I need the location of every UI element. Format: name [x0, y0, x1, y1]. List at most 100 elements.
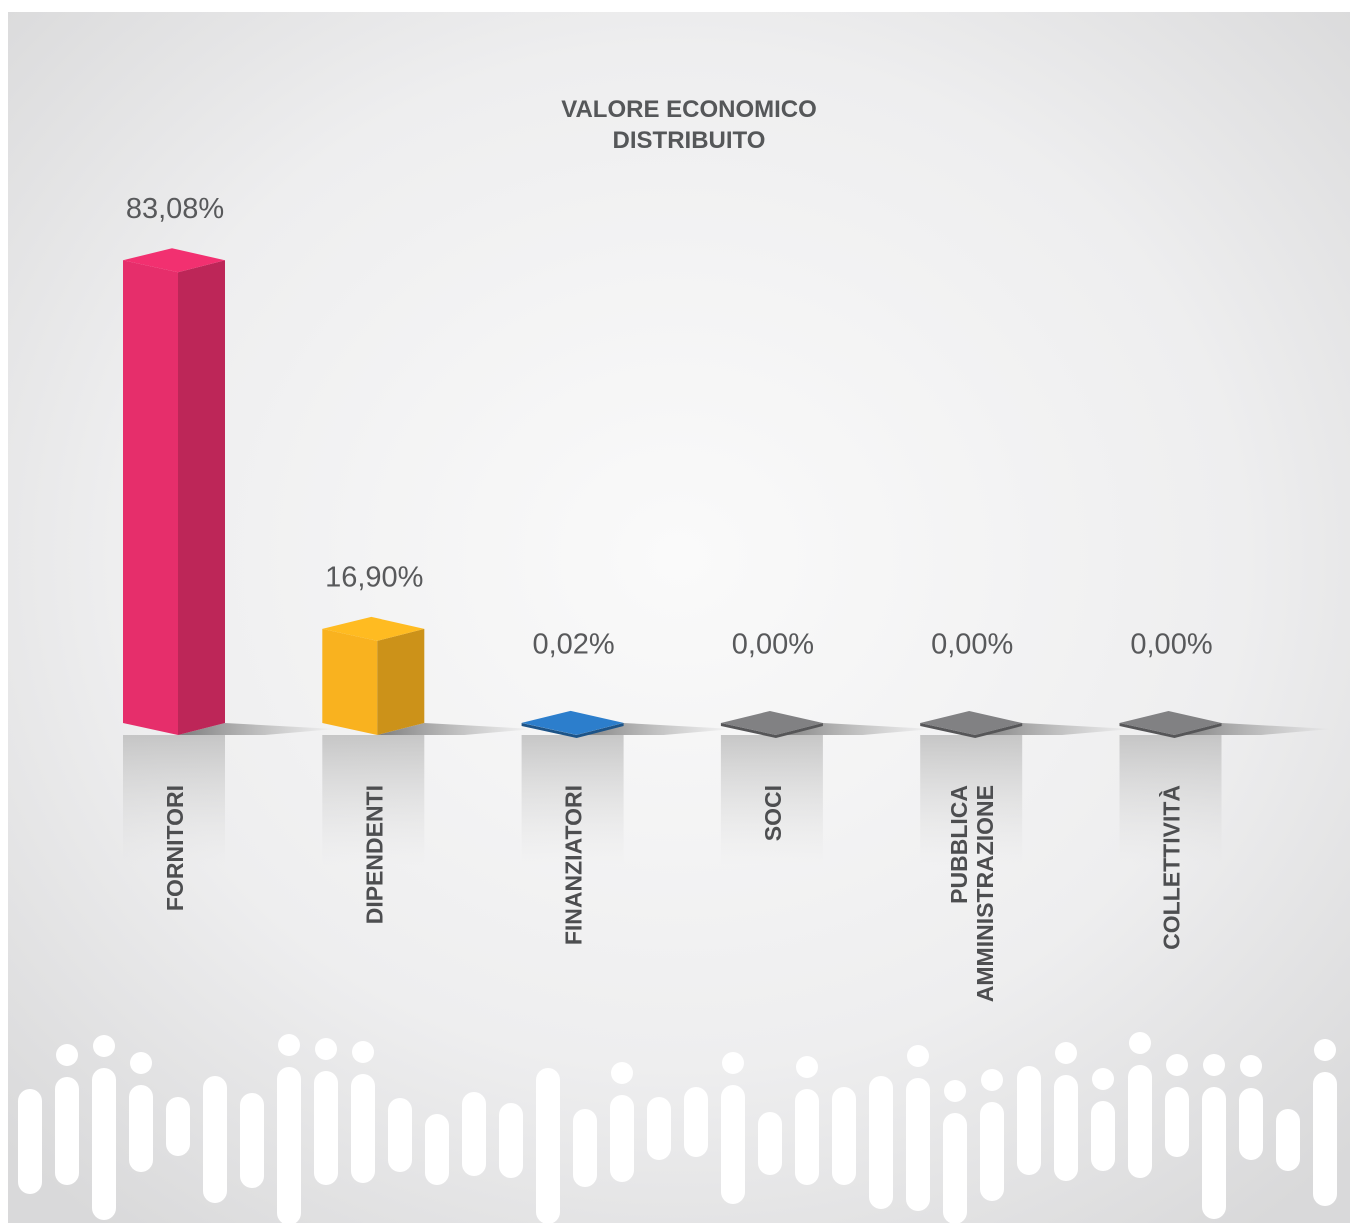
pattern-pill: [425, 1114, 449, 1185]
pattern-dot: [93, 1035, 115, 1057]
bar-group: [920, 711, 1133, 865]
pattern-pill: [1165, 1087, 1189, 1157]
bar-edge: [920, 723, 1023, 738]
bar: [322, 616, 425, 735]
bar-top: [322, 616, 425, 641]
value-label: 16,90%: [325, 562, 423, 594]
pattern-pill: [795, 1089, 819, 1185]
pattern-pill: [906, 1078, 930, 1211]
bar-reflection: [521, 735, 624, 865]
pattern-dot: [56, 1044, 78, 1066]
bar-top: [123, 248, 225, 273]
value-label: 0,00%: [1130, 629, 1212, 661]
decoration: [18, 1032, 1337, 1223]
pattern-dot: [1092, 1068, 1114, 1090]
pattern-dot: [796, 1056, 818, 1078]
value-label: 0,02%: [532, 629, 614, 661]
bar: [720, 711, 823, 738]
pattern-pill: [240, 1093, 264, 1188]
pattern-pill: [18, 1089, 42, 1194]
bar-shadow: [377, 723, 535, 735]
background: [8, 12, 1350, 1223]
bar-reflection: [1119, 735, 1222, 865]
x-tick-label: PUBBLICAAMMINISTRAZIONE: [946, 785, 998, 1002]
pattern-pill: [1239, 1088, 1263, 1160]
pattern-dot: [722, 1052, 744, 1074]
pattern-dot: [1203, 1054, 1225, 1076]
pattern-pill: [351, 1074, 375, 1183]
bar-shadow: [178, 723, 335, 735]
pattern-pill: [647, 1097, 671, 1160]
pattern-pill: [1313, 1072, 1337, 1206]
bar: [1119, 711, 1222, 738]
chart-title: VALORE ECONOMICO DISTRIBUITO: [561, 96, 817, 154]
pattern-dot: [981, 1069, 1003, 1091]
pattern-dot: [944, 1080, 966, 1102]
pattern-pill: [277, 1067, 301, 1223]
pattern-dot: [1166, 1054, 1188, 1076]
pattern-pill: [573, 1109, 597, 1187]
pattern-pill: [832, 1087, 856, 1185]
pattern-pill: [610, 1095, 634, 1182]
pattern-pill: [536, 1068, 560, 1223]
bar-group: [521, 710, 734, 865]
bar: [123, 248, 225, 735]
pattern-dot: [907, 1045, 929, 1067]
pattern-pill: [499, 1103, 523, 1178]
bar-side: [178, 260, 225, 735]
pattern-pill: [1128, 1065, 1152, 1178]
pattern-pill: [314, 1071, 338, 1185]
pattern-dot: [1240, 1055, 1262, 1077]
pattern-dot: [130, 1052, 152, 1074]
bar: [920, 711, 1023, 738]
x-tick-label: SOCI: [760, 785, 786, 841]
pattern-pill: [203, 1076, 227, 1203]
bar-group: [322, 616, 535, 865]
pattern-pill: [129, 1085, 153, 1172]
bar-reflection: [322, 735, 425, 865]
bar-side: [377, 628, 425, 735]
value-label: 0,00%: [931, 629, 1013, 661]
bar-group: [720, 711, 933, 865]
x-tick-label: COLLETTIVITÀ: [1158, 785, 1185, 950]
value-label: 0,00%: [732, 629, 814, 661]
pattern-pill: [92, 1068, 116, 1220]
pattern-pill: [684, 1087, 708, 1157]
bar-edge: [1119, 723, 1222, 738]
bar-top: [521, 710, 624, 735]
pattern-dot: [1055, 1042, 1077, 1064]
pattern-dot: [352, 1041, 374, 1063]
bar-front: [123, 260, 178, 735]
bar-edge: [521, 723, 624, 738]
pattern-dot: [611, 1062, 633, 1084]
pattern-dot: [1314, 1039, 1336, 1061]
bar-top: [1119, 711, 1222, 735]
pattern-pill: [166, 1097, 190, 1156]
x-tick-label: DIPENDENTI: [361, 785, 387, 924]
value-label: 83,08%: [126, 193, 224, 225]
bar-front: [322, 628, 378, 735]
bar-group: [123, 248, 335, 865]
pattern-pill: [869, 1076, 893, 1209]
x-tick-label: FORNITORI: [162, 785, 188, 911]
pattern-pill: [721, 1085, 745, 1204]
pattern-pill: [1202, 1087, 1226, 1219]
pattern-pill: [462, 1092, 486, 1176]
bar: [521, 710, 624, 738]
pattern-pill: [943, 1113, 967, 1223]
pattern-pill: [1017, 1066, 1041, 1175]
pattern-pill: [55, 1077, 79, 1185]
pattern-dot: [1129, 1032, 1151, 1054]
pattern-pill: [758, 1112, 782, 1175]
bar-reflection: [720, 735, 823, 865]
bar-top: [720, 711, 823, 735]
bar-edge: [720, 723, 823, 738]
x-tick-label: FINANZIATORI: [561, 785, 587, 945]
bar-reflection: [123, 735, 225, 865]
pattern-dot: [315, 1038, 337, 1060]
pattern-pill: [388, 1098, 412, 1172]
bar-reflection: [920, 735, 1023, 865]
pattern-pill: [1054, 1075, 1078, 1181]
pattern-pill: [1276, 1109, 1300, 1171]
